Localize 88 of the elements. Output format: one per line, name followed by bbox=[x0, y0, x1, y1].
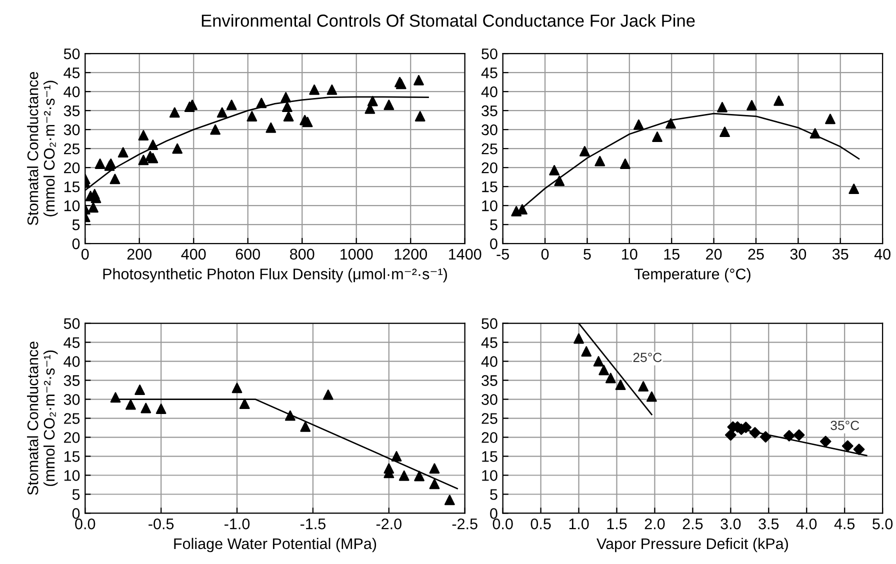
x-tick-label: 20 bbox=[706, 248, 722, 260]
y-tick-label: 10 bbox=[64, 470, 80, 481]
x-tick-label: 5 bbox=[584, 248, 591, 260]
y-tick-label: 30 bbox=[482, 394, 498, 405]
y-tick-label: 0 bbox=[72, 508, 80, 519]
y-tick-label: 5 bbox=[490, 489, 498, 500]
x-tick-label: 40 bbox=[874, 248, 890, 260]
y-tick-label: 10 bbox=[64, 200, 80, 212]
y-tick-label: 40 bbox=[481, 356, 498, 367]
x-tick-label: 0.0 bbox=[75, 518, 96, 530]
y-tick-label: 0 bbox=[490, 238, 498, 250]
x-axis-title: Temperature (°C) bbox=[634, 268, 750, 282]
y-tick-label: 35 bbox=[64, 105, 80, 116]
y-tick-label: 35 bbox=[482, 105, 498, 116]
y-tick-label: 15 bbox=[64, 451, 80, 462]
x-tick-label: 25 bbox=[748, 248, 764, 260]
x-tick-label: 4.5 bbox=[834, 518, 855, 530]
y-tick-label: 5 bbox=[72, 220, 80, 230]
y-tick-label: 10 bbox=[482, 470, 498, 481]
x-tick-label: 1.5 bbox=[607, 518, 627, 530]
y-tick-label: 50 bbox=[482, 318, 498, 329]
x-tick-label: -1.0 bbox=[224, 518, 250, 530]
y-tick-label: 5 bbox=[72, 489, 80, 500]
y-tick-label: 20 bbox=[482, 432, 498, 443]
y-tick-label: 35 bbox=[64, 375, 80, 386]
y-tick-label: 45 bbox=[64, 68, 80, 78]
y-tick-label: 0 bbox=[72, 238, 80, 250]
y-tick-label: 30 bbox=[482, 124, 498, 136]
y-tick-label: 45 bbox=[481, 68, 498, 78]
x-tick-label: -2.0 bbox=[376, 518, 402, 530]
y-tick-label: 30 bbox=[64, 394, 80, 405]
y-tick-label: 25 bbox=[482, 413, 498, 424]
y-tick-label: 50 bbox=[64, 48, 80, 60]
x-tick-label: 3.0 bbox=[720, 518, 741, 530]
x-tick-label: 30 bbox=[790, 248, 806, 260]
x-axis-title: Foliage Water Potential (MPa) bbox=[174, 538, 376, 552]
x-tick-label: 10 bbox=[622, 248, 638, 260]
y-tick-label: 50 bbox=[64, 318, 80, 329]
x-tick-label: 1.0 bbox=[569, 518, 589, 530]
annotation: 25°C bbox=[633, 352, 662, 362]
chart-title: Environmental Controls Of Stomatal Conductance For Jack Pine bbox=[202, 14, 695, 27]
annotation: 35°C bbox=[830, 420, 860, 430]
x-tick-label: -1.5 bbox=[300, 518, 326, 530]
x-tick-label: -0.5 bbox=[148, 518, 174, 530]
x-tick-label: 4.0 bbox=[796, 518, 817, 530]
x-tick-label: 1200 bbox=[394, 248, 428, 260]
y-axis-title: Stomatal Conductance (mmol CO₂·m⁻²·s⁻¹) bbox=[27, 342, 58, 495]
y-tick-label: 40 bbox=[64, 86, 80, 98]
x-tick-label: 35 bbox=[832, 248, 848, 260]
x-tick-label: 3.5 bbox=[758, 518, 779, 530]
x-tick-label: -5 bbox=[496, 248, 509, 260]
y-tick-label: 20 bbox=[64, 432, 80, 443]
y-tick-label: 30 bbox=[64, 124, 80, 136]
y-tick-label: 25 bbox=[482, 143, 498, 154]
x-tick-label: 0 bbox=[541, 248, 549, 260]
x-tick-label: 2.5 bbox=[682, 518, 703, 530]
x-tick-label: 0.5 bbox=[530, 518, 551, 530]
x-axis-title: Photosynthetic Photon Flux Density (μmol·m⁻²·s⁻¹) bbox=[103, 268, 447, 282]
x-tick-label: 0.0 bbox=[492, 518, 513, 530]
y-tick-label: 10 bbox=[482, 200, 498, 212]
y-tick-label: 20 bbox=[64, 162, 80, 174]
y-tick-label: 25 bbox=[64, 143, 80, 154]
x-tick-label: 2.0 bbox=[644, 518, 665, 530]
x-tick-label: 5.0 bbox=[872, 518, 893, 530]
x-tick-label: 400 bbox=[181, 248, 206, 260]
y-axis-title: Stomatal Conductance (mmol CO₂·m⁻²·s⁻¹) bbox=[27, 72, 58, 226]
y-tick-label: 15 bbox=[64, 182, 80, 192]
y-tick-label: 45 bbox=[64, 337, 80, 348]
x-axis-title: Vapor Pressure Deficit (kPa) bbox=[596, 538, 788, 552]
x-tick-label: 0 bbox=[81, 248, 89, 260]
y-tick-label: 15 bbox=[482, 182, 498, 192]
x-tick-label: 1400 bbox=[449, 248, 482, 260]
x-tick-label: 800 bbox=[290, 248, 314, 260]
y-tick-label: 20 bbox=[482, 162, 498, 174]
y-tick-label: 25 bbox=[64, 413, 80, 424]
y-tick-label: 35 bbox=[482, 375, 498, 386]
x-tick-label: 1000 bbox=[340, 248, 373, 260]
y-tick-label: 15 bbox=[482, 451, 498, 462]
y-tick-label: 50 bbox=[482, 48, 498, 60]
x-tick-label: 15 bbox=[664, 248, 680, 260]
y-tick-label: 5 bbox=[490, 220, 498, 230]
y-tick-label: 0 bbox=[490, 508, 498, 519]
x-tick-label: -2.5 bbox=[452, 518, 478, 530]
x-tick-label: 200 bbox=[127, 248, 152, 260]
x-tick-label: 600 bbox=[236, 248, 260, 260]
y-tick-label: 40 bbox=[64, 356, 80, 367]
y-tick-label: 45 bbox=[481, 337, 498, 348]
y-tick-label: 40 bbox=[481, 86, 498, 98]
